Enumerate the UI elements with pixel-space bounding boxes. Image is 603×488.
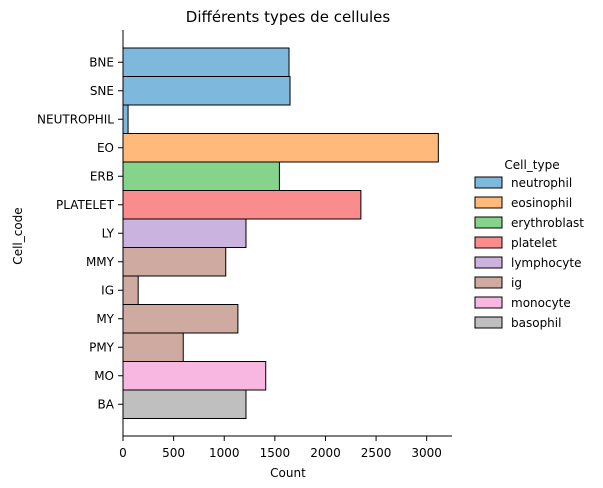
legend-label-basophil: basophil — [511, 316, 561, 330]
y-tick-label: SNE — [90, 84, 114, 98]
y-tick-label: MMY — [86, 255, 115, 269]
legend-swatch-basophil — [474, 316, 503, 329]
bar-my — [122, 304, 239, 334]
y-axis-label: Cell_code — [11, 207, 25, 264]
bar-neutrophil — [122, 104, 129, 134]
legend-swatch-erythroblast — [474, 216, 503, 229]
y-tick-label: MY — [96, 312, 114, 326]
y-tick-label: ERB — [90, 169, 114, 183]
legend-title: Cell_type — [504, 158, 559, 172]
bar-platelet — [122, 190, 362, 220]
x-tick-label: 3000 — [411, 446, 442, 460]
legend-swatch-monocyte — [474, 296, 503, 309]
y-tick-label: PMY — [89, 340, 115, 354]
bars-group — [122, 47, 439, 419]
legend-label-platelet: platelet — [511, 236, 557, 250]
x-tick-label: 1000 — [209, 446, 240, 460]
x-axis: 0 500 1000 1500 2000 2500 3000 — [119, 435, 452, 460]
legend-swatch-ig — [474, 276, 503, 289]
y-tick-label: BNE — [89, 55, 114, 69]
legend-label-erythroblast: erythroblast — [511, 216, 584, 230]
chart-title: Différents types de cellules — [186, 8, 391, 26]
y-tick-label: NEUTROPHIL — [37, 112, 114, 126]
y-tick-label: IG — [101, 283, 114, 297]
legend: Cell_type neutrophil eosinophil erythrobla… — [474, 158, 584, 330]
bar-pmy — [122, 332, 184, 362]
x-tick-label: 0 — [119, 446, 127, 460]
bar-ig — [122, 275, 139, 305]
bar-eo — [122, 133, 439, 163]
bar-ba — [122, 389, 247, 419]
legend-swatch-lymphocyte — [474, 256, 503, 269]
bar-mo — [122, 361, 267, 391]
y-tick-label: PLATELET — [56, 198, 115, 212]
y-axis: BNE SNE NEUTROPHIL EO ERB PLATELET LY MMY IG MY PM… — [37, 30, 124, 436]
y-tick-label: MO — [94, 369, 114, 383]
legend-swatch-neutrophil — [474, 176, 503, 189]
x-tick-label: 500 — [162, 446, 185, 460]
legend-label-monocyte: monocyte — [511, 296, 571, 310]
bar-erb — [122, 161, 280, 191]
bar-mmy — [122, 247, 227, 277]
x-tick-label: 2500 — [361, 446, 392, 460]
bar-sne — [122, 76, 291, 106]
legend-label-neutrophil: neutrophil — [511, 176, 572, 190]
y-tick-label: BA — [98, 397, 115, 411]
bar-ly — [122, 218, 247, 248]
x-tick-label: 2000 — [310, 446, 341, 460]
x-tick-label: 1500 — [260, 446, 291, 460]
y-tick-label: EO — [97, 141, 114, 155]
legend-label-lymphocyte: lymphocyte — [511, 256, 581, 270]
y-tick-label: LY — [102, 226, 115, 240]
x-axis-label: Count — [270, 466, 306, 480]
legend-swatch-platelet — [474, 236, 503, 249]
legend-label-eosinophil: eosinophil — [511, 196, 572, 210]
legend-label-ig: ig — [511, 276, 522, 290]
legend-swatch-eosinophil — [474, 196, 503, 209]
bar-bne — [122, 47, 290, 77]
